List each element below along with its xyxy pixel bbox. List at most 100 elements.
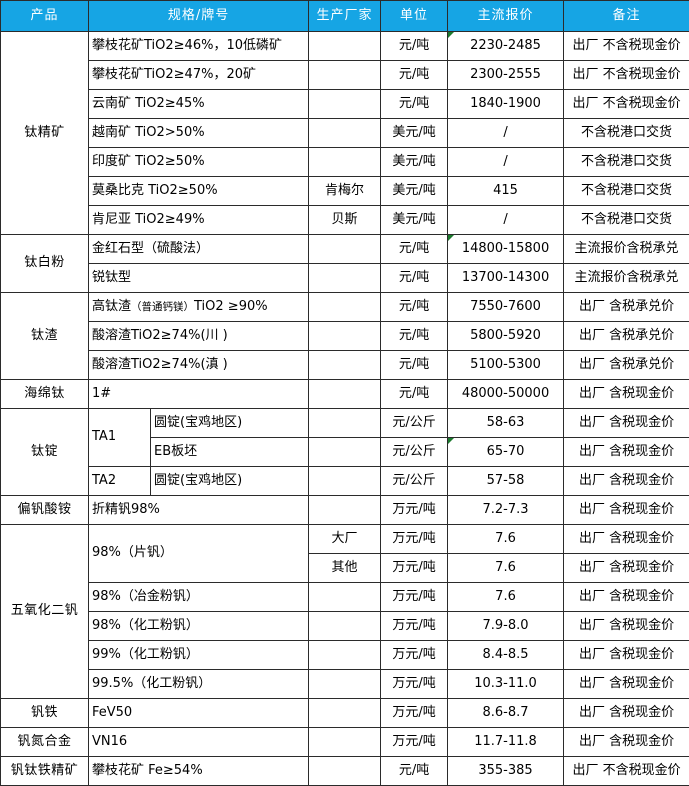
cell-remark: 出厂 含税现金价 [564,467,689,496]
cell-price: 65-70 [448,438,564,467]
cell-spec: FeV50 [89,699,309,728]
cell-product: 钛精矿 [1,32,89,235]
cell-remark: 出厂 含税现金价 [564,699,689,728]
cell-spec: 印度矿 TiO2≥50% [89,148,309,177]
cell-spec: 酸溶渣TiO2≥74%(川 ) [89,322,309,351]
cell-product: 海绵钛 [1,380,89,409]
cell-manufacturer [309,496,381,525]
cell-manufacturer: 贝斯 [309,206,381,235]
cell-price: 10.3-11.0 [448,670,564,699]
cell-spec: 云南矿 TiO2≥45% [89,90,309,119]
cell-unit: 元/吨 [381,32,448,61]
cell-price: 13700-14300 [448,264,564,293]
header-cell-remark: 备注 [564,1,689,32]
cell-remark: 不含税港口交货 [564,177,689,206]
cell-manufacturer [309,438,381,467]
cell-manufacturer [309,264,381,293]
cell-price: / [448,119,564,148]
cell-price: 7550-7600 [448,293,564,322]
cell-spec: 折精钒98% [89,496,309,525]
cell-spec: 98%（化工粉钒） [89,612,309,641]
cell-remark: 不含税港口交货 [564,119,689,148]
cell-remark: 出厂 含税现金价 [564,612,689,641]
cell-product: 钒氮合金 [1,728,89,757]
cell-manufacturer [309,32,381,61]
cell-price: 14800-15800 [448,235,564,264]
cell-spec: 99.5%（化工粉钒） [89,670,309,699]
cell-grade: TA2 [89,467,151,496]
cell-remark: 出厂 不含税现金价 [564,90,689,119]
cell-unit: 元/吨 [381,322,448,351]
cell-unit: 美元/吨 [381,206,448,235]
cell-spec: 99%（化工粉钒） [89,641,309,670]
cell-remark: 出厂 含税承兑价 [564,293,689,322]
cell-product: 钛白粉 [1,235,89,293]
cell-remark: 主流报价含税承兑 [564,264,689,293]
cell-price: 7.6 [448,583,564,612]
cell-manufacturer [309,699,381,728]
cell-manufacturer [309,670,381,699]
cell-product: 钒钛铁精矿 [1,757,89,786]
cell-spec: 98%（片钒） [89,525,309,583]
cell-spec: 98%（冶金粉钒） [89,583,309,612]
cell-unit: 万元/吨 [381,641,448,670]
cell-price: 7.6 [448,525,564,554]
cell-unit: 万元/吨 [381,699,448,728]
cell-price: 8.4-8.5 [448,641,564,670]
cell-grade: TA1 [89,409,151,467]
cell-price: 57-58 [448,467,564,496]
cell-remark: 出厂 含税承兑价 [564,322,689,351]
cell-spec: 金红石型（硫酸法） [89,235,309,264]
cell-manufacturer [309,757,381,786]
table-row: 印度矿 TiO2≥50%美元/吨/不含税港口交货 [1,148,689,177]
cell-remark: 出厂 含税现金价 [564,670,689,699]
cell-unit: 万元/吨 [381,583,448,612]
cell-price: 355-385 [448,757,564,786]
cell-remark: 主流报价含税承兑 [564,235,689,264]
cell-remark: 不含税港口交货 [564,148,689,177]
cell-manufacturer [309,293,381,322]
cell-unit: 元/吨 [381,380,448,409]
cell-product: 偏钒酸铵 [1,496,89,525]
cell-remark: 出厂 含税现金价 [564,438,689,467]
cell-manufacturer [309,641,381,670]
cell-remark: 出厂 含税现金价 [564,380,689,409]
table-row: 肯尼亚 TiO2≥49%贝斯美元/吨/不含税港口交货 [1,206,689,235]
cell-unit: 元/公斤 [381,467,448,496]
cell-price: 2300-2555 [448,61,564,90]
cell-remark: 出厂 含税现金价 [564,496,689,525]
cell-manufacturer [309,583,381,612]
cell-price: 2230-2485 [448,32,564,61]
cell-remark: 出厂 含税现金价 [564,409,689,438]
cell-price: 7.9-8.0 [448,612,564,641]
cell-spec: VN16 [89,728,309,757]
cell-manufacturer [309,380,381,409]
cell-manufacturer [309,351,381,380]
cell-price: 8.6-8.7 [448,699,564,728]
cell-spec: 莫桑比克 TiO2≥50% [89,177,309,206]
cell-manufacturer: 肯梅尔 [309,177,381,206]
cell-price: 11.7-11.8 [448,728,564,757]
cell-price: 7.6 [448,554,564,583]
cell-price: 1840-1900 [448,90,564,119]
cell-product: 五氧化二钒 [1,525,89,699]
cell-manufacturer [309,235,381,264]
header-row: 产品 规格/牌号 生产厂家 单位 主流报价 备注 [1,1,689,32]
comment-marker-icon [448,235,454,241]
spec-qualifier: （普通钙镁） [131,301,194,313]
cell-manufacturer: 大厂 [309,525,381,554]
cell-price: 415 [448,177,564,206]
